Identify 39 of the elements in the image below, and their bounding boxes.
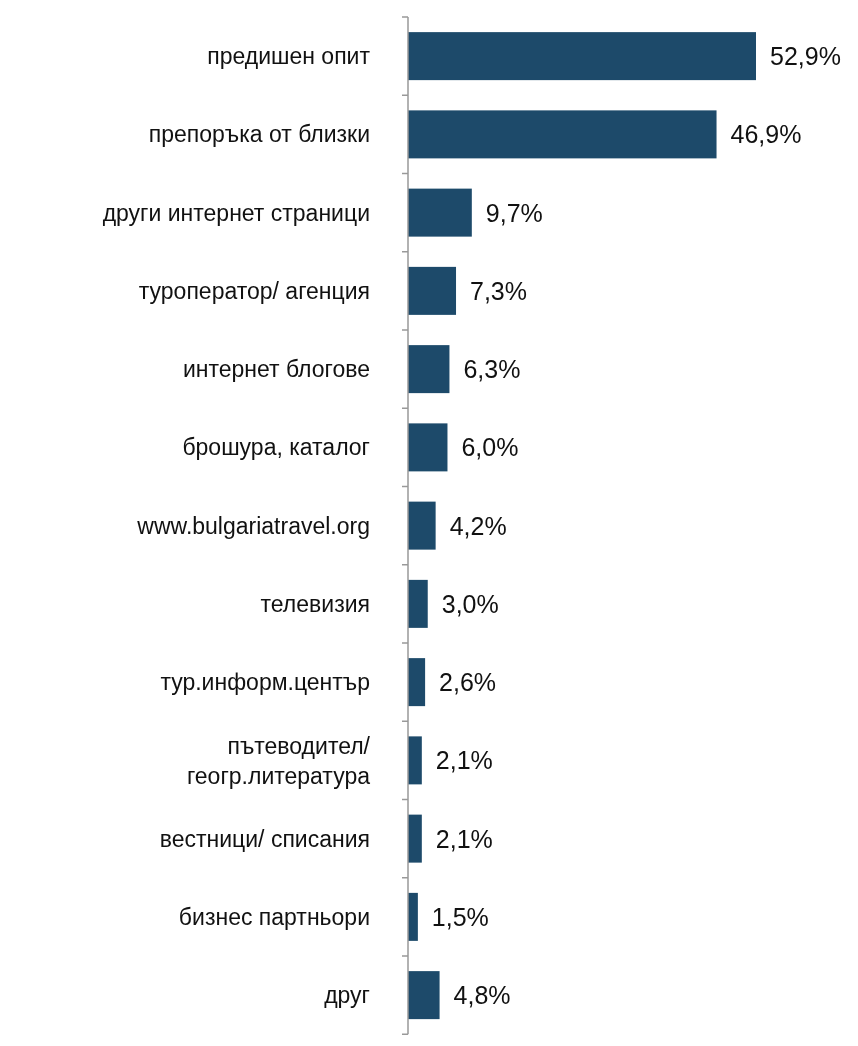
y-tick-label: бизнес партньори xyxy=(178,903,370,930)
bar xyxy=(408,736,422,785)
bar xyxy=(408,345,450,394)
bar xyxy=(408,32,756,81)
bar xyxy=(408,971,440,1020)
data-label: 4,2% xyxy=(449,511,507,540)
y-tick-label: www.bulgariatravel.org xyxy=(136,512,370,539)
y-tick-label: брошура, каталог xyxy=(182,434,370,461)
y-tick-label: пътеводител/ геогр.литература xyxy=(186,733,371,790)
data-label: 6,0% xyxy=(461,433,519,462)
y-tick-label: други интернет страници xyxy=(102,199,370,226)
y-tick-label: туроператор/ агенция xyxy=(138,277,370,304)
y-tick-label: предишен опит xyxy=(207,43,371,70)
data-label: 2,1% xyxy=(435,824,493,853)
bar xyxy=(408,501,436,550)
data-label: 52,9% xyxy=(770,42,841,71)
bar xyxy=(408,266,457,315)
data-label: 6,3% xyxy=(463,355,521,384)
bar xyxy=(408,579,428,628)
bar xyxy=(408,658,426,707)
y-tick-label: телевизия xyxy=(260,590,370,617)
bar xyxy=(408,892,418,941)
y-tick-label: тур.информ.център xyxy=(160,669,370,696)
y-tick-label: препоръка от близки xyxy=(148,121,370,148)
y-tick-label: друг xyxy=(324,982,370,1009)
bar xyxy=(408,423,448,472)
data-label: 2,6% xyxy=(439,668,497,697)
bar xyxy=(408,110,717,159)
bar xyxy=(408,814,422,863)
data-label: 3,0% xyxy=(441,589,499,618)
y-tick-label: вестници/ списания xyxy=(159,825,370,852)
data-label: 1,5% xyxy=(431,902,489,931)
bar xyxy=(408,188,472,237)
data-label: 2,1% xyxy=(435,746,493,775)
y-tick-label: интернет блогове xyxy=(182,356,370,383)
data-label: 7,3% xyxy=(470,276,528,305)
data-label: 4,8% xyxy=(453,981,511,1010)
data-label: 46,9% xyxy=(730,120,802,149)
data-label: 9,7% xyxy=(485,198,543,227)
